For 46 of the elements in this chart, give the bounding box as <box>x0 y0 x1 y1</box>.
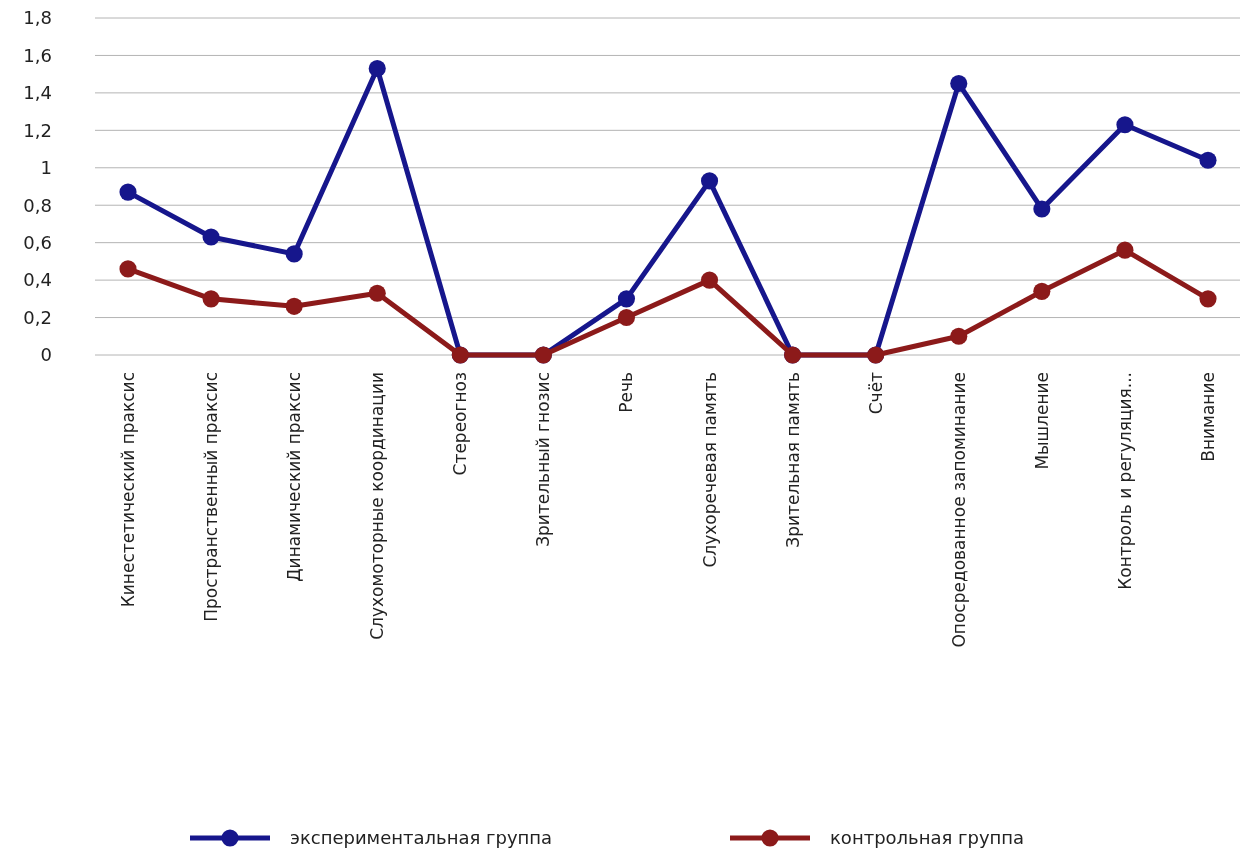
x-tick-label: Слухоречевая память <box>699 372 720 568</box>
point <box>1116 241 1134 259</box>
x-tick-label: Контроль и регуляция... <box>1114 372 1135 590</box>
x-tick-label: Зрительная память <box>782 372 803 548</box>
x-tick-label: Стереогноз <box>450 372 471 476</box>
point <box>202 228 220 246</box>
point <box>368 284 386 302</box>
y-tick-label: 1,8 <box>23 7 52 29</box>
x-tick-label: Счёт <box>865 371 886 415</box>
point <box>700 172 719 190</box>
point <box>1033 200 1051 218</box>
y-tick-label: 1 <box>40 157 52 179</box>
x-tick-label: Динамический праксис <box>284 372 305 582</box>
x-tick-label: Зрительный гнозис <box>533 372 554 547</box>
x-tick-label: Слухомоторные координации <box>367 372 388 640</box>
y-tick-label: 0 <box>40 344 52 366</box>
point <box>119 260 137 278</box>
y-tick-label: 0,8 <box>23 194 52 216</box>
x-tick-label: Кинестетический праксис <box>118 372 138 608</box>
x-tick-label: Мышление <box>1031 372 1052 470</box>
x-tick-label: Опосредованное запоминание <box>948 372 969 648</box>
point <box>1199 151 1217 169</box>
y-tick-label: 0,6 <box>23 231 52 253</box>
x-tick-label: Речь <box>616 372 637 413</box>
x-tick-label: Внимание <box>1198 372 1218 462</box>
point <box>950 74 968 93</box>
point <box>700 271 719 289</box>
point <box>285 297 303 315</box>
legend-label: контрольная группа <box>830 827 1025 849</box>
point <box>119 183 137 201</box>
y-tick-label: 1,4 <box>23 82 52 104</box>
y-tick-label: 0,4 <box>23 269 52 291</box>
point <box>202 290 220 308</box>
x-tick-label: Пространственный праксис <box>201 372 222 622</box>
y-tick-label: 1,6 <box>23 44 52 66</box>
point <box>950 327 968 345</box>
y-tick-label: 1,2 <box>23 119 52 141</box>
point <box>1199 290 1217 308</box>
point <box>285 245 303 263</box>
point <box>617 290 636 308</box>
point <box>1116 116 1134 134</box>
point <box>617 309 636 327</box>
y-tick-label: 0,2 <box>23 306 52 328</box>
legend-label: экспериментальная группа <box>290 827 553 849</box>
point <box>1033 282 1051 300</box>
point <box>368 60 386 78</box>
